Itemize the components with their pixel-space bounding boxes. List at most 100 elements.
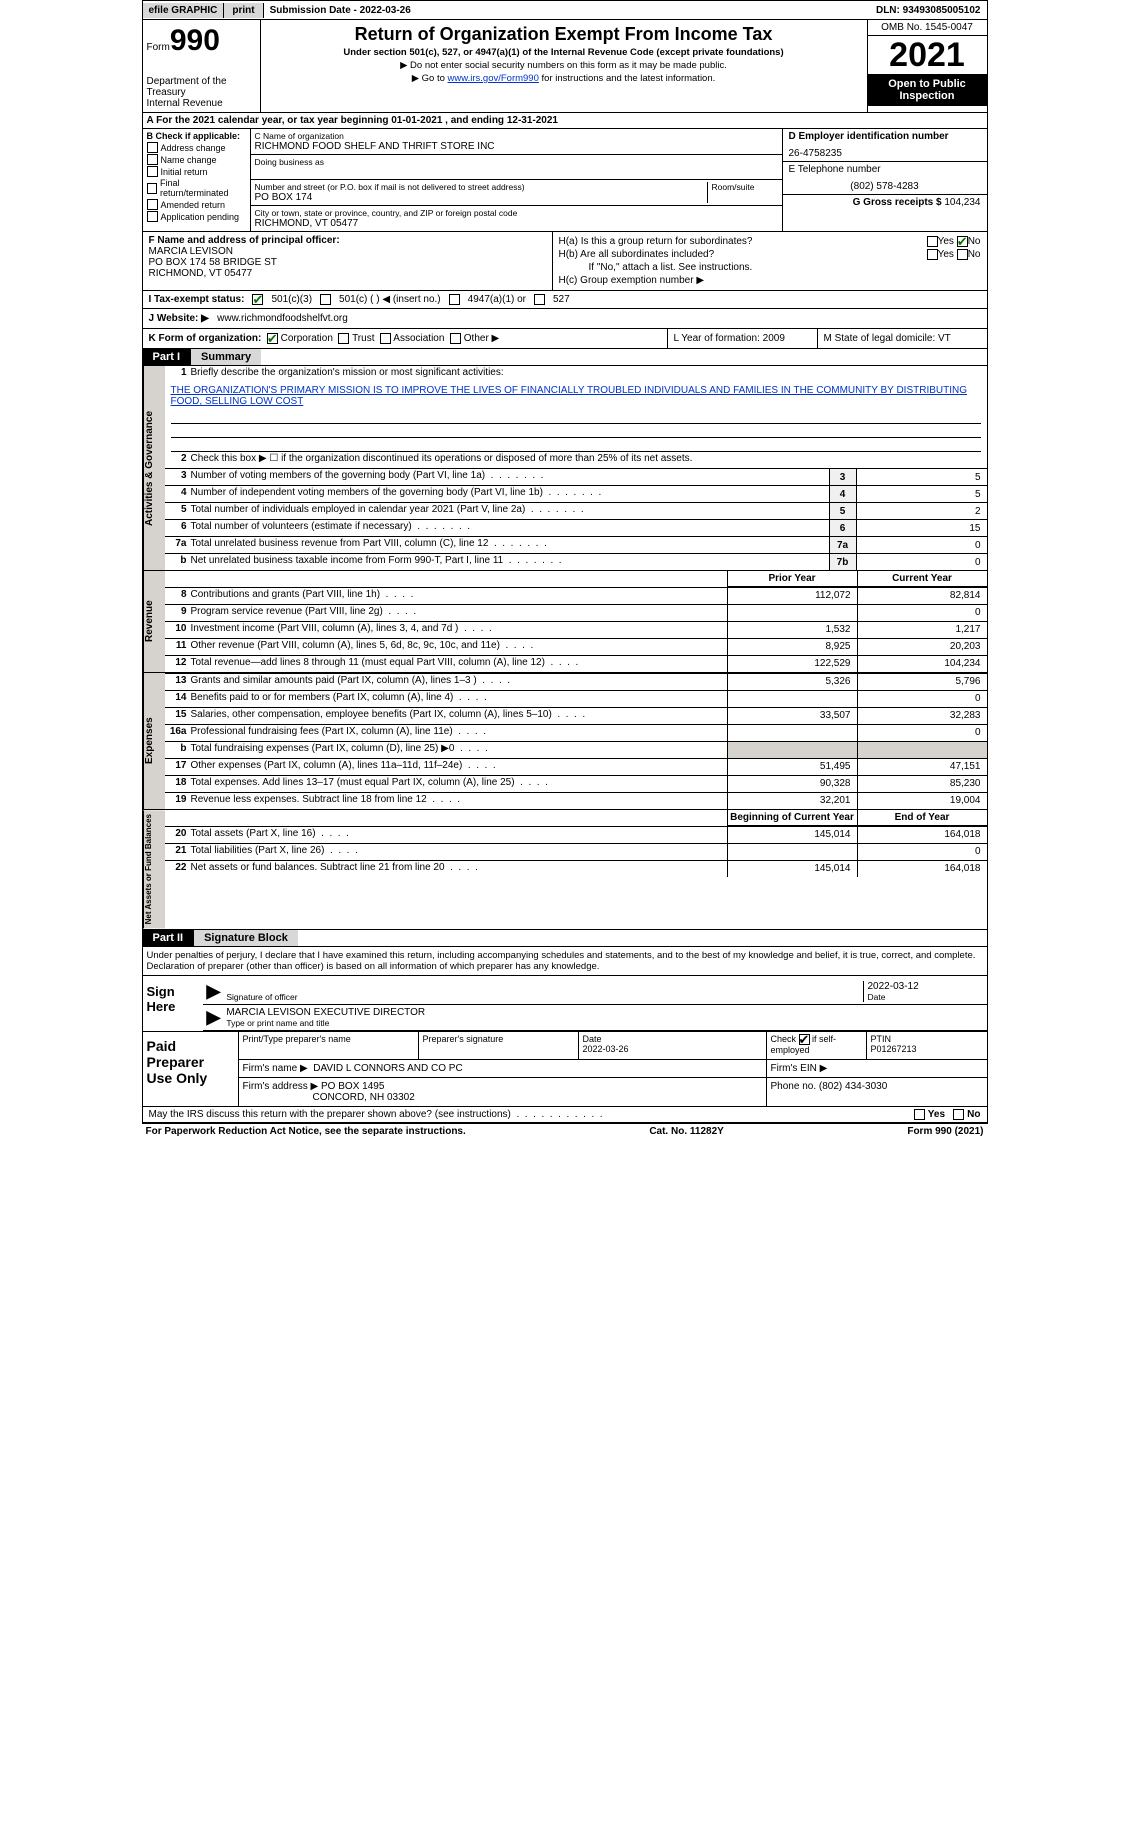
box-k: K Form of organization: Corporation Trus…: [143, 329, 667, 348]
data-row-22: 22Net assets or fund balances. Subtract …: [165, 860, 987, 877]
line-num: 20: [169, 828, 191, 839]
line1-num: 1: [169, 367, 191, 378]
chk-initial-return[interactable]: Initial return: [147, 166, 246, 177]
perjury-declaration: Under penalties of perjury, I declare th…: [143, 947, 987, 976]
current-value: 164,018: [857, 861, 987, 877]
current-value: 19,004: [857, 793, 987, 809]
form-header: Form990 Department of the Treasury Inter…: [142, 20, 988, 113]
discuss-yes-checkbox[interactable]: [914, 1109, 925, 1120]
chk-501c3[interactable]: [252, 294, 263, 305]
row-klm: K Form of organization: Corporation Trus…: [142, 329, 988, 349]
chk-name-change[interactable]: Name change: [147, 154, 246, 165]
data-row-8: 8Contributions and grants (Part VIII, li…: [165, 587, 987, 604]
print-button[interactable]: print: [224, 3, 263, 18]
line-box-num: 7a: [829, 537, 857, 553]
chk-501c[interactable]: [320, 294, 331, 305]
summary-line-7b: bNet unrelated business taxable income f…: [165, 553, 987, 570]
line-num: 21: [169, 845, 191, 856]
org-address: PO BOX 174: [255, 192, 703, 203]
grid-fh: F Name and address of principal officer:…: [142, 232, 988, 291]
prep-sig-label: Preparer's signature: [419, 1032, 579, 1060]
chk-assoc[interactable]: [380, 333, 391, 344]
lbl-501c3: 501(c)(3): [271, 294, 312, 305]
ein-label: D Employer identification number: [789, 131, 981, 142]
line-num: 7a: [169, 538, 191, 549]
irs-link[interactable]: www.irs.gov/Form990: [448, 73, 539, 84]
prior-value: 145,014: [727, 861, 857, 877]
ha-question: H(a) Is this a group return for subordin…: [559, 236, 927, 247]
chk-final-return-lbl: Final return/terminated: [160, 178, 246, 198]
data-row-15: 15Salaries, other compensation, employee…: [165, 707, 987, 724]
lbl-assoc: Association: [393, 333, 444, 344]
header-right: OMB No. 1545-0047 2021 Open to Public In…: [867, 20, 987, 112]
current-value: 82,814: [857, 588, 987, 604]
ha-no-checkbox[interactable]: [957, 236, 968, 247]
line-desc: Contributions and grants (Part VIII, lin…: [191, 589, 723, 600]
chk-trust[interactable]: [338, 333, 349, 344]
ptin-label: PTIN: [871, 1034, 892, 1044]
prior-value: 32,201: [727, 793, 857, 809]
summary-line-4: 4Number of independent voting members of…: [165, 485, 987, 502]
line-value: 5: [857, 469, 987, 485]
line-desc: Professional fundraising fees (Part IX, …: [191, 726, 723, 737]
hc-question: H(c) Group exemption number ▶: [559, 275, 705, 286]
current-value: 0: [857, 605, 987, 621]
firm-ein-label: Firm's EIN ▶: [771, 1063, 828, 1074]
chk-amended-return[interactable]: Amended return: [147, 199, 246, 210]
line-num: 22: [169, 862, 191, 873]
goto-post: for instructions and the latest informat…: [539, 73, 715, 84]
line-value: 0: [857, 554, 987, 570]
hb-yes-checkbox[interactable]: [927, 249, 938, 260]
chk-address-change[interactable]: Address change: [147, 142, 246, 153]
chk-application-pending[interactable]: Application pending: [147, 211, 246, 222]
phone-label: E Telephone number: [789, 164, 981, 175]
summary-line-5: 5Total number of individuals employed in…: [165, 502, 987, 519]
hb-no-lbl: No: [968, 249, 981, 260]
line-desc: Total assets (Part X, line 16) . . . .: [191, 828, 723, 839]
ha-yes-checkbox[interactable]: [927, 236, 938, 247]
chk-corp[interactable]: [267, 333, 278, 344]
ssn-note: ▶ Do not enter social security numbers o…: [263, 60, 865, 71]
line-desc: Total revenue—add lines 8 through 11 (mu…: [191, 657, 723, 668]
chk-other[interactable]: [450, 333, 461, 344]
current-value: 1,217: [857, 622, 987, 638]
ha-yes-lbl: Yes: [938, 236, 954, 247]
data-row-18: 18Total expenses. Add lines 13–17 (must …: [165, 775, 987, 792]
hb-no-checkbox[interactable]: [957, 249, 968, 260]
chk-final-return[interactable]: Final return/terminated: [147, 178, 246, 198]
website-label: J Website: ▶: [149, 313, 209, 324]
sig-officer-label: Signature of officer: [226, 992, 862, 1002]
hb-yes-lbl: Yes: [938, 249, 954, 260]
form-num-big: 990: [170, 24, 220, 57]
form-subtitle: Under section 501(c), 527, or 4947(a)(1)…: [263, 47, 865, 58]
box-c: C Name of organization RICHMOND FOOD SHE…: [251, 129, 782, 231]
rev-header-row: Prior Year Current Year: [165, 571, 987, 587]
line-box-num: 7b: [829, 554, 857, 570]
chk-527[interactable]: [534, 294, 545, 305]
lbl-501c: 501(c) ( ) ◀ (insert no.): [339, 294, 441, 305]
line-desc: Total liabilities (Part X, line 26) . . …: [191, 845, 723, 856]
current-value: 0: [857, 725, 987, 741]
header-left: Form990 Department of the Treasury Inter…: [143, 20, 261, 112]
line-value: 5: [857, 486, 987, 502]
ein-value: 26-4758235: [789, 148, 981, 159]
begin-year-header: Beginning of Current Year: [727, 810, 857, 826]
sig-date-value: 2022-03-12: [868, 981, 983, 992]
phone-value: (802) 578-4283: [789, 181, 981, 192]
row-j-website: J Website: ▶ www.richmondfoodshelfvt.org: [142, 309, 988, 329]
data-row-13: 13Grants and similar amounts paid (Part …: [165, 673, 987, 690]
discuss-no-checkbox[interactable]: [953, 1109, 964, 1120]
box-h: H(a) Is this a group return for subordin…: [553, 232, 987, 290]
net-header-row: Beginning of Current Year End of Year: [165, 810, 987, 826]
line-value: 15: [857, 520, 987, 536]
prior-value: 90,328: [727, 776, 857, 792]
mission-text: THE ORGANIZATION'S PRIMARY MISSION IS TO…: [171, 385, 981, 407]
data-row-17: 17Other expenses (Part IX, column (A), l…: [165, 758, 987, 775]
current-value: 85,230: [857, 776, 987, 792]
pra-notice: For Paperwork Reduction Act Notice, see …: [146, 1126, 466, 1137]
current-value: 32,283: [857, 708, 987, 724]
summary-line-3: 3Number of voting members of the governi…: [165, 468, 987, 485]
chk-address-change-lbl: Address change: [161, 143, 226, 153]
prep-self-employed-checkbox[interactable]: [799, 1034, 810, 1045]
chk-4947[interactable]: [449, 294, 460, 305]
